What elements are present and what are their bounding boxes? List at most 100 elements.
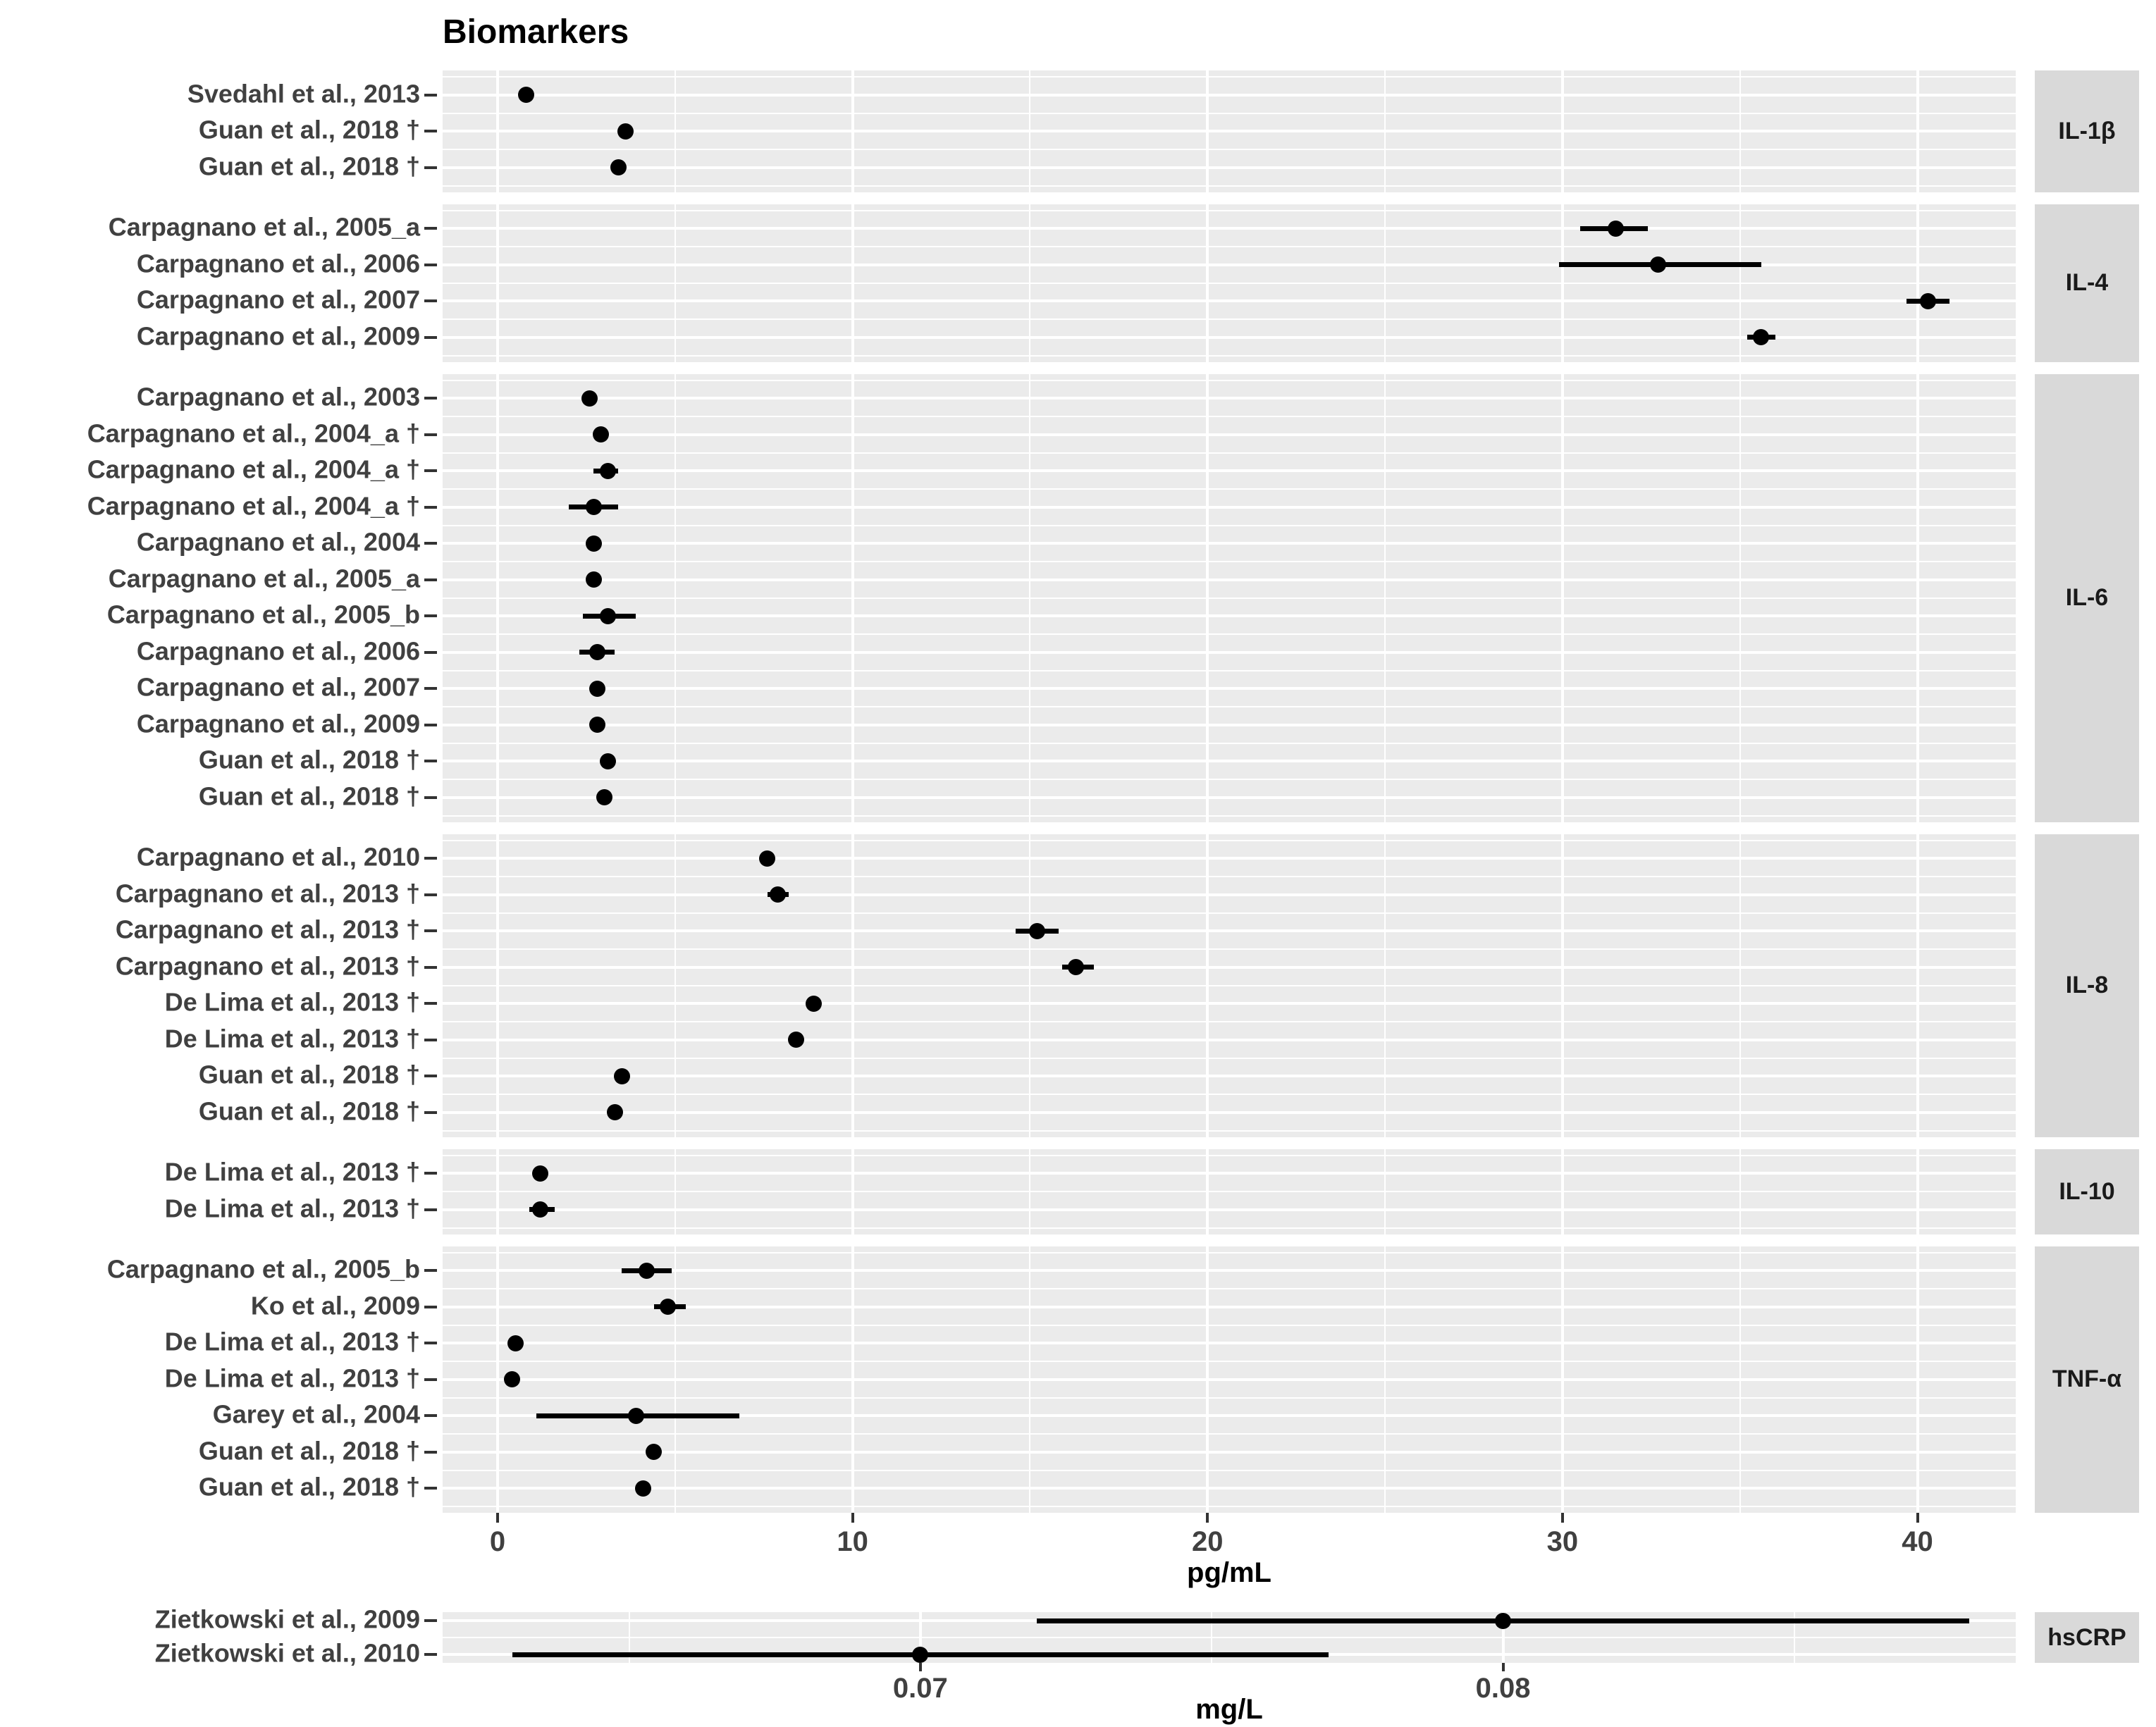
study-label: Guan et al., 2018 † [198, 151, 420, 181]
x-axis-tick [1206, 1513, 1209, 1523]
facet-strip-label: hsCRP [2047, 1623, 2126, 1651]
study-label: De Lima et al., 2013 † [164, 1363, 420, 1393]
gridline-minor-horizontal [443, 779, 2016, 780]
y-axis-tick [424, 578, 437, 581]
data-point [606, 1104, 623, 1121]
y-axis-tick [424, 893, 437, 896]
study-label: Carpagnano et al., 2010 [136, 842, 420, 872]
gridline-minor-horizontal [443, 561, 2016, 562]
facet-strip-label: TNF-α [2052, 1366, 2122, 1393]
y-axis-tick [424, 433, 437, 436]
gridline-minor-horizontal [443, 185, 2016, 187]
gridline-major-horizontal [443, 760, 2016, 763]
gridline-minor-horizontal [443, 1637, 2016, 1638]
gridline-minor-horizontal [443, 524, 2016, 526]
gridline-minor-horizontal [443, 416, 2016, 417]
gridline-minor-horizontal [443, 354, 2016, 357]
gridline-minor-horizontal [443, 1057, 2016, 1059]
data-point [912, 1646, 929, 1663]
gridline-major-horizontal [443, 1269, 2016, 1273]
gridline-major-horizontal [443, 578, 2016, 581]
gridline-minor-horizontal [443, 1288, 2016, 1289]
data-point [759, 850, 776, 867]
study-label: De Lima et al., 2013 † [164, 1024, 420, 1053]
study-label: Carpagnano et al., 2006 [136, 636, 420, 666]
gridline-major-horizontal [443, 1487, 2016, 1490]
facet-strip-il-10: IL-10 [2035, 1149, 2139, 1234]
y-axis-tick [424, 687, 437, 691]
y-axis-tick [424, 299, 437, 303]
data-point [1650, 256, 1667, 273]
y-axis-tick [424, 1450, 437, 1454]
study-label: De Lima et al., 2013 † [164, 1327, 420, 1356]
x-axis-tick-label: 10 [837, 1526, 868, 1557]
gridline-minor-horizontal [443, 76, 2016, 78]
study-label: Guan et al., 2018 † [198, 115, 420, 144]
gridline-minor-horizontal [443, 948, 2016, 950]
gridline-minor-horizontal [443, 1021, 2016, 1022]
gridline-minor-horizontal [443, 1506, 2016, 1507]
gridline-major-horizontal [443, 1002, 2016, 1005]
gridline-minor-horizontal [443, 1469, 2016, 1471]
facet-strip-label: IL-6 [2065, 584, 2109, 611]
gridline-minor-horizontal [443, 149, 2016, 150]
gridline-major-horizontal [443, 1172, 2016, 1175]
y-axis-tick [424, 166, 437, 169]
study-label: Carpagnano et al., 2007 [136, 285, 420, 314]
gridline-major-horizontal [443, 397, 2016, 400]
data-point [585, 535, 602, 552]
y-axis-tick [424, 397, 437, 400]
gridline-major-horizontal [443, 1208, 2016, 1211]
data-point [1753, 329, 1770, 346]
study-label: Guan et al., 2018 † [198, 745, 420, 774]
facet-strip-tnf-a: TNF-α [2035, 1246, 2139, 1513]
facet-strip-il-4: IL-4 [2035, 204, 2139, 362]
data-point [617, 123, 634, 140]
y-axis-tick [424, 1002, 437, 1005]
data-point [660, 1299, 677, 1316]
study-label: Carpagnano et al., 2013 † [115, 915, 420, 944]
gridline-major-horizontal [443, 505, 2016, 509]
y-axis-tick [424, 1378, 437, 1381]
data-point [517, 87, 534, 104]
y-axis-tick [424, 505, 437, 509]
y-axis-tick [424, 965, 437, 969]
gridline-major-horizontal [443, 1110, 2016, 1114]
x-axis-title-main: pg/mL [1187, 1557, 1271, 1588]
data-point [613, 1067, 630, 1084]
data-point [589, 680, 605, 697]
gridline-minor-horizontal [443, 1094, 2016, 1095]
gridline-minor-horizontal [443, 633, 2016, 635]
gridline-major-horizontal [443, 93, 2016, 97]
y-axis-tick [424, 723, 437, 726]
gridline-major-horizontal [443, 130, 2016, 133]
gridline-minor-horizontal [443, 1154, 2016, 1156]
facet-strip-label: IL-8 [2065, 972, 2109, 998]
facet-panel-il-6 [443, 373, 2016, 822]
study-label: Carpagnano et al., 2004_a † [87, 419, 420, 448]
data-point [1029, 922, 1046, 939]
gridline-minor-horizontal [443, 318, 2016, 320]
y-axis-tick [424, 760, 437, 763]
data-point [596, 789, 612, 806]
gridline-minor-horizontal [443, 379, 2016, 381]
facet-strip-label: IL-1β [2058, 117, 2116, 144]
gridline-minor-horizontal [443, 1227, 2016, 1229]
y-axis-tick [424, 263, 437, 266]
gridline-minor-horizontal [443, 112, 2016, 114]
study-label: Guan et al., 2018 † [198, 1436, 420, 1466]
data-point [770, 886, 787, 903]
y-axis-tick [424, 1342, 437, 1345]
study-label: Garey et al., 2004 [212, 1399, 420, 1429]
study-label: Svedahl et al., 2013 [187, 79, 420, 109]
gridline-major-horizontal [443, 299, 2016, 303]
gridline-major-horizontal [443, 1038, 2016, 1041]
y-axis-tick [424, 1172, 437, 1175]
data-point [507, 1335, 524, 1351]
y-axis-tick [424, 1414, 437, 1418]
x-axis-title-hscrp: mg/L [1195, 1694, 1263, 1725]
y-axis-tick [424, 1653, 437, 1656]
data-point [599, 753, 616, 769]
study-label: Carpagnano et al., 2009 [136, 321, 420, 351]
